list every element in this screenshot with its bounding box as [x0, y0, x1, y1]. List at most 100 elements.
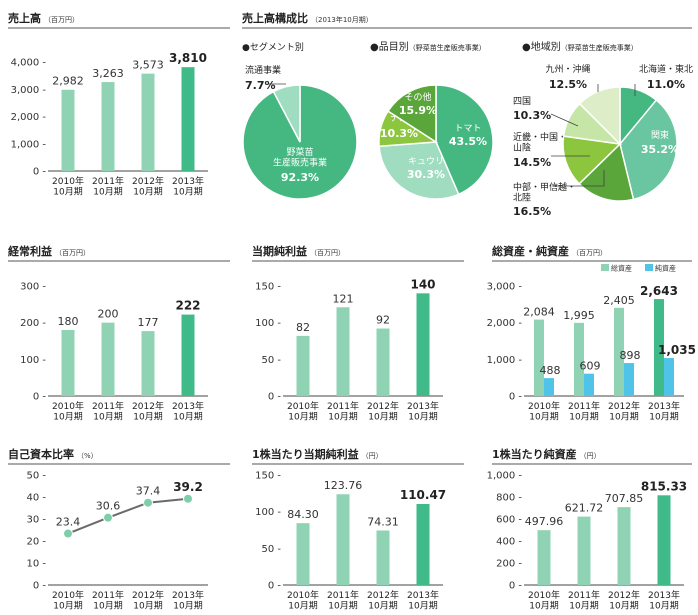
x-tick-label: 2013年 10月期: [172, 400, 204, 422]
segment-pie: 野菜苗生産販売事業 92.3% 流通事業 7.7%: [242, 64, 358, 200]
slice-value-label: 7.7%: [245, 79, 276, 92]
pie-slice: [435, 84, 494, 196]
bar-value-label: 84.30: [287, 508, 319, 521]
pie-slice: [619, 99, 678, 201]
x-tick-label: 2010年 10月期: [52, 175, 84, 197]
region-pie: 北海道・東北 11.0% 関東 35.2% 中部・甲信越・北陸 16.5% 近畿・中国・山陰…: [513, 63, 693, 218]
bar-value-label: 92: [376, 314, 390, 327]
bar-value-label: 177: [138, 316, 159, 329]
bar-value-label: 707.85: [605, 492, 644, 505]
eps-title: 1株当たり当期純利益 （円）: [252, 447, 383, 461]
pie-slice: [378, 141, 460, 200]
net-chart: 0 - 50 - 100 - 150 - 82 2010年 10月期 121 2011年 10月期…: [255, 277, 443, 422]
bar: [376, 530, 390, 585]
slice-name-label: 四国: [513, 96, 531, 107]
bar-value-label: 2,982: [52, 75, 84, 88]
x-tick-label: 2012年 10月期: [132, 175, 164, 197]
bar-value-label: 497.96: [525, 515, 564, 528]
y-tick-label: 800 -: [496, 493, 522, 504]
point-value-label: 23.4: [56, 516, 81, 529]
ordinary-chart: 0 - 100 - 200 - 300 - 180 2010年 10月期 200 2011年 10…: [20, 282, 208, 422]
bar: [101, 322, 115, 396]
bar-value-label: 621.72: [565, 502, 604, 515]
y-tick-label: 200 -: [496, 559, 522, 570]
segment-pie-title: ●セグメント別: [242, 41, 304, 53]
region-pie-title: ●地域別（野菜苗生産販売事業）: [522, 40, 638, 53]
leader-line: [555, 170, 605, 187]
x-tick-label: 2010年 10月期: [528, 589, 560, 611]
slice-value-label: 10.3%: [380, 127, 418, 140]
x-tick-label: 2011年 10月期: [327, 400, 359, 422]
bar-value-label: 180: [58, 315, 79, 328]
x-tick-label: 2012年 10月期: [367, 589, 399, 611]
bar: [296, 335, 310, 396]
x-tick-label: 2012年 10月期: [132, 589, 164, 611]
slice-name-label: 中部・甲信越・北陸: [513, 181, 576, 203]
bar-value-label: 200: [98, 308, 119, 321]
pie-slice: [272, 84, 301, 143]
bar-value-label: 3,810: [169, 51, 207, 65]
bar: [61, 89, 75, 171]
bar-value-label: 123.76: [324, 479, 363, 492]
slice-name-label: キュウリ: [408, 156, 444, 167]
bar-net: [544, 378, 554, 396]
net-value-label: 488: [540, 364, 561, 377]
line-point: [143, 497, 153, 508]
ordinary-title: 経常利益 （百万円）: [8, 244, 90, 258]
bar: [376, 328, 390, 396]
line-point: [183, 493, 193, 504]
slice-name-label: 野菜苗生産販売事業: [273, 146, 327, 168]
x-tick-label: 2013年 10月期: [648, 400, 680, 422]
bar: [617, 507, 631, 585]
y-tick-label: 10 -: [26, 559, 46, 570]
pie-slice: [578, 142, 635, 202]
net-value-label: 1,035: [658, 343, 696, 357]
y-tick-label: 1,000 -: [487, 355, 523, 366]
bar: [416, 293, 430, 396]
x-tick-label: 2013年 10月期: [407, 589, 439, 611]
pie-slice: [562, 135, 622, 185]
bar-value-label: 82: [296, 321, 310, 334]
legend-label-net: 純資産: [655, 264, 676, 273]
x-tick-label: 2010年 10月期: [287, 589, 319, 611]
slice-name-label: 九州・沖縄: [545, 63, 590, 75]
y-tick-label: 150 -: [255, 471, 281, 482]
total-value-label: 2,405: [603, 294, 635, 307]
legend-swatch-total: [601, 264, 609, 271]
legend-label-total: 総資産: [611, 264, 632, 273]
y-tick-label: 1,000 -: [487, 471, 523, 482]
bar-net: [584, 373, 594, 396]
bar: [577, 516, 591, 585]
bar: [336, 494, 350, 585]
bar: [181, 67, 195, 171]
total-value-label: 2,643: [640, 284, 678, 298]
x-tick-label: 2013年 10月期: [407, 400, 439, 422]
y-tick-label: 1,000 -: [11, 139, 47, 150]
x-tick-label: 2010年 10月期: [52, 400, 84, 422]
slice-name-label: 関東: [651, 129, 669, 141]
slice-value-label: 43.5%: [449, 135, 487, 148]
y-tick-label: 3,000 -: [11, 85, 47, 96]
equity-title: 自己資本比率 （%）: [8, 447, 98, 461]
y-tick-label: 2,000 -: [487, 318, 523, 329]
sales-title: 売上高 （百万円）: [8, 11, 79, 25]
bar-value-label: 3,263: [92, 67, 124, 80]
net-value-label: 898: [620, 349, 641, 362]
line-point: [63, 528, 73, 539]
total-value-label: 2,084: [523, 306, 555, 319]
x-tick-label: 2012年 10月期: [608, 400, 640, 422]
legend-swatch-net: [645, 264, 653, 271]
y-tick-label: 100 -: [20, 355, 46, 366]
x-tick-label: 2011年 10月期: [92, 175, 124, 197]
x-tick-label: 2013年 10月期: [172, 175, 204, 197]
assets-title: 総資産・純資産 （百万円）: [492, 244, 607, 258]
x-tick-label: 2012年 10月期: [608, 589, 640, 611]
composition-title: 売上高構成比 （2013年10月期）: [242, 11, 373, 25]
slice-value-label: 35.2%: [641, 143, 679, 156]
bar-value-label: 121: [333, 292, 354, 305]
bar: [141, 331, 155, 396]
bar-value-label: 222: [175, 299, 200, 313]
bar-total: [614, 307, 624, 396]
